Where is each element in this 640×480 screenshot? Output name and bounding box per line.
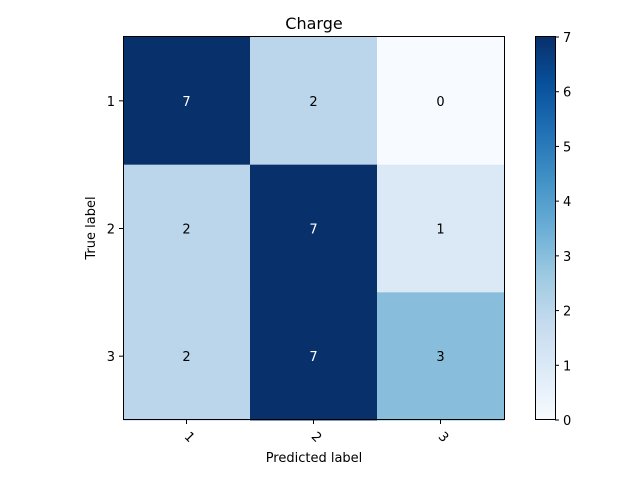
chart-title: Charge <box>285 14 342 33</box>
cell-label-r1-c3: 0 <box>436 95 444 110</box>
x-axis-label: Predicted label <box>266 451 363 466</box>
heatmap-cell-r3-c2 <box>250 292 378 421</box>
heatmap-cell-r1-c1 <box>123 37 251 166</box>
heatmap-cell-r1-c2 <box>250 37 378 166</box>
heatmap-cell-r1-c3 <box>377 37 505 166</box>
y-axis-ticks: 1 2 3 <box>107 95 123 365</box>
x-tick-label-3: 3 <box>435 429 451 445</box>
heatmap-cell-labels: 7 2 02 7 12 7 3 <box>182 95 444 365</box>
cell-label-r1-c1: 7 <box>182 95 190 110</box>
y-tick-label-1: 1 <box>107 95 115 110</box>
colorbar-tick-label-7: 7 <box>563 31 571 46</box>
heatmap-cells <box>123 37 505 421</box>
cell-label-r2-c2: 7 <box>309 223 317 238</box>
cell-label-r1-c2: 2 <box>309 95 317 110</box>
colorbar-ticks: 0 1 2 3 4 5 6 7 <box>555 31 571 429</box>
heatmap-cell-r3-c1 <box>123 292 251 421</box>
x-tick-label-1: 1 <box>181 429 197 445</box>
heatmap-cell-r2-c2 <box>250 164 378 293</box>
heatmap-cell-r2-c1 <box>123 164 251 293</box>
colorbar-tick-label-6: 6 <box>563 86 571 101</box>
cell-label-r2-c3: 1 <box>436 223 444 238</box>
colorbar-frame <box>535 36 556 420</box>
cell-label-r2-c1: 2 <box>182 223 190 238</box>
colorbar-tick-label-4: 4 <box>563 195 571 210</box>
x-tick-label-2: 2 <box>308 429 324 445</box>
plot-frame <box>123 36 505 420</box>
cell-label-r3-c2: 7 <box>309 350 317 365</box>
y-axis-label: True label <box>84 196 99 260</box>
y-tick-label-2: 2 <box>107 223 115 238</box>
cell-label-r3-c1: 2 <box>182 350 190 365</box>
heatmap-cell-r3-c3 <box>377 292 505 421</box>
colorbar-tick-label-3: 3 <box>563 250 571 265</box>
y-tick-label-3: 3 <box>107 350 115 365</box>
colorbar-tick-label-1: 1 <box>563 359 571 374</box>
colorbar-tick-label-5: 5 <box>563 140 571 155</box>
colorbar-tick-label-0: 0 <box>563 414 571 429</box>
heatmap-cell-r2-c3 <box>377 164 505 293</box>
cell-label-r3-c3: 3 <box>436 350 444 365</box>
x-axis-ticks: 1 2 3 <box>181 420 451 446</box>
colorbar <box>536 37 555 420</box>
colorbar-tick-label-2: 2 <box>563 305 571 320</box>
